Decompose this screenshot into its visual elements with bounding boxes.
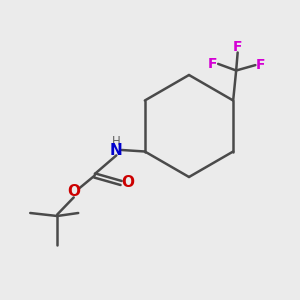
Text: H: H — [112, 135, 121, 148]
Text: F: F — [208, 57, 218, 71]
Text: F: F — [233, 40, 242, 54]
Text: O: O — [67, 184, 80, 200]
Text: N: N — [110, 142, 123, 158]
Text: F: F — [256, 58, 266, 72]
Text: O: O — [121, 175, 134, 190]
